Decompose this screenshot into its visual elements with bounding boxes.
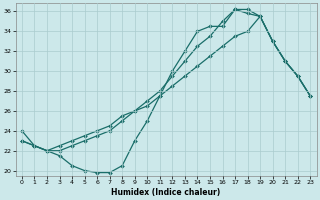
- X-axis label: Humidex (Indice chaleur): Humidex (Indice chaleur): [111, 188, 221, 197]
